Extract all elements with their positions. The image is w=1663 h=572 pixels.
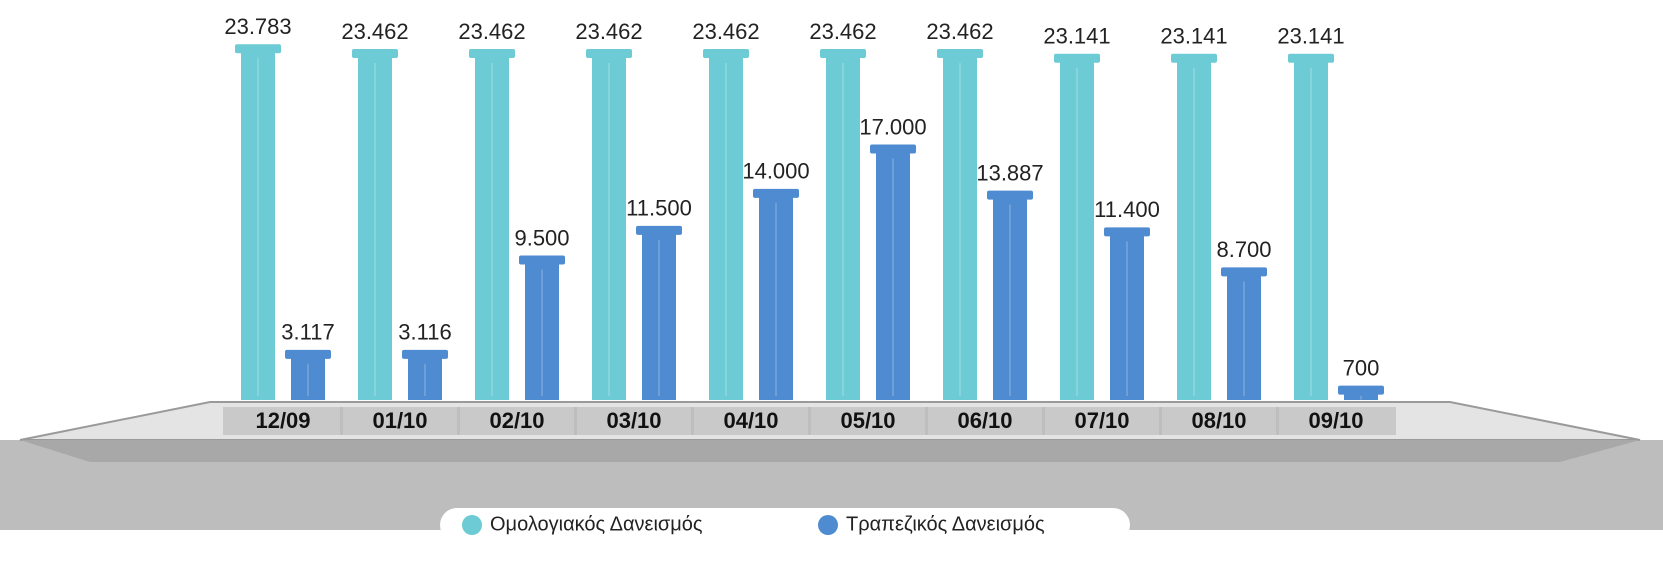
bar [291, 353, 325, 400]
plinth [457, 407, 577, 435]
platform-edge [20, 440, 1640, 462]
value-label: 23.462 [692, 19, 759, 44]
plinth [691, 407, 811, 435]
bar [358, 52, 392, 400]
plinth [925, 407, 1045, 435]
value-label: 8.700 [1216, 237, 1271, 262]
x-tick-label: 05/10 [840, 408, 895, 433]
capital [1288, 53, 1334, 63]
x-tick-label: 08/10 [1191, 408, 1246, 433]
x-tick-label: 02/10 [489, 408, 544, 433]
value-label: 23.462 [341, 19, 408, 44]
bar [642, 229, 676, 400]
capital [469, 48, 515, 58]
value-label: 11.500 [626, 196, 692, 221]
capital [636, 225, 682, 235]
x-tick-label: 01/10 [372, 408, 427, 433]
bar [592, 52, 626, 400]
plinth [223, 407, 343, 435]
legend-swatch [462, 515, 482, 535]
value-label: 700 [1343, 355, 1380, 380]
capital [1171, 53, 1217, 63]
legend-label: Ομολογιακός Δανεισμός [490, 513, 703, 535]
value-label: 9.500 [514, 225, 569, 250]
value-label: 23.783 [224, 14, 291, 39]
plinth [1276, 407, 1396, 435]
capital [870, 144, 916, 154]
x-tick-label: 07/10 [1074, 408, 1129, 433]
bar [1294, 57, 1328, 400]
x-tick-label: 03/10 [606, 408, 661, 433]
legend-swatch [818, 515, 838, 535]
plinth [1159, 407, 1279, 435]
bar [993, 194, 1027, 400]
value-label: 11.400 [1094, 197, 1160, 222]
bar [1177, 57, 1211, 400]
capital [519, 255, 565, 265]
bar [1344, 389, 1378, 400]
bar [1227, 271, 1261, 400]
value-label: 23.141 [1043, 24, 1110, 49]
plinth [808, 407, 928, 435]
value-label: 3.117 [281, 320, 334, 345]
value-label: 23.141 [1160, 24, 1227, 49]
x-tick-label: 06/10 [957, 408, 1012, 433]
value-label: 23.141 [1277, 24, 1344, 49]
value-label: 23.462 [926, 19, 993, 44]
capital [285, 349, 331, 359]
legend-box [440, 508, 1130, 542]
capital [1104, 227, 1150, 237]
bar [1110, 231, 1144, 400]
value-label: 3.116 [398, 320, 451, 345]
capital [235, 44, 281, 54]
bar [241, 48, 275, 401]
capital [703, 48, 749, 58]
capital [1054, 53, 1100, 63]
bar [826, 52, 860, 400]
bar [943, 52, 977, 400]
capital [937, 48, 983, 58]
capital [753, 188, 799, 198]
value-label: 13.887 [976, 160, 1043, 185]
bar [709, 52, 743, 400]
x-tick-label: 12/09 [255, 408, 310, 433]
plinth [1042, 407, 1162, 435]
x-tick-label: 09/10 [1308, 408, 1363, 433]
x-tick-label: 04/10 [723, 408, 778, 433]
plinth [574, 407, 694, 435]
legend-label: Τραπεζικός Δανεισμός [846, 513, 1045, 535]
value-label: 23.462 [458, 19, 525, 44]
bar [876, 148, 910, 400]
value-label: 17.000 [859, 114, 926, 139]
bar [475, 52, 509, 400]
bar [1060, 57, 1094, 400]
bar [408, 353, 442, 400]
capital [820, 48, 866, 58]
value-label: 23.462 [809, 19, 876, 44]
capital [352, 48, 398, 58]
bar [759, 192, 793, 400]
capital [1221, 267, 1267, 277]
capital [987, 190, 1033, 200]
capital [402, 349, 448, 359]
value-label: 23.462 [575, 19, 642, 44]
capital [586, 48, 632, 58]
value-label: 14.000 [742, 159, 809, 184]
capital [1338, 385, 1384, 395]
bar [525, 259, 559, 400]
plinth [340, 407, 460, 435]
